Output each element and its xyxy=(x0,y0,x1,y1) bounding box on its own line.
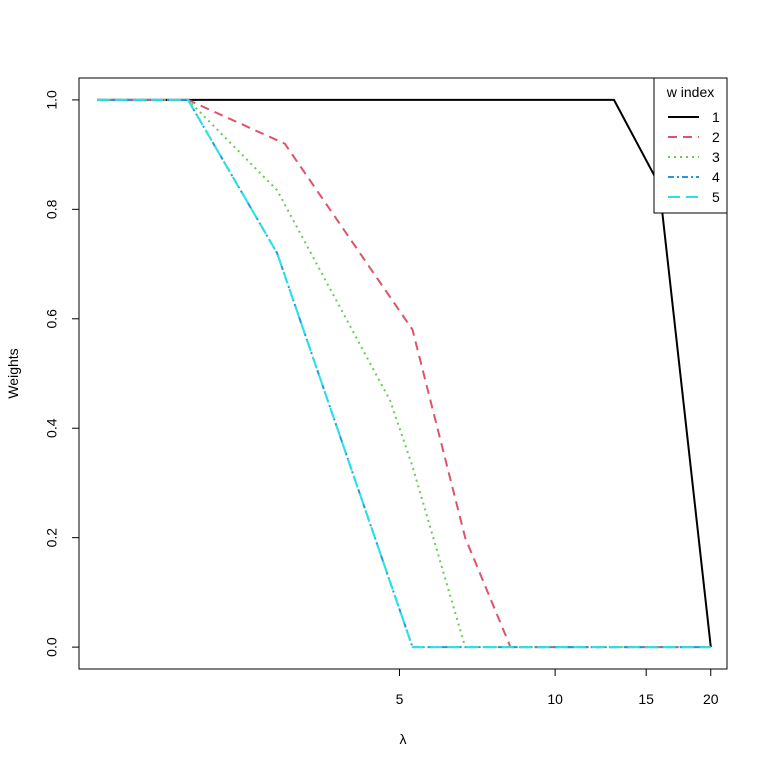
x-tick-label: 10 xyxy=(547,691,563,707)
legend-label-2: 2 xyxy=(712,129,720,145)
plot-area-frame xyxy=(78,77,728,670)
series-line-4 xyxy=(97,98,711,649)
series-line-2 xyxy=(97,98,711,649)
legend-label-3: 3 xyxy=(712,149,720,165)
x-tick-label: 20 xyxy=(703,691,719,707)
series-layer xyxy=(97,98,712,649)
y-tick-label: 0.4 xyxy=(44,418,60,438)
legend-label-5: 5 xyxy=(712,189,720,205)
x-axis: 5 10 15 20 xyxy=(396,668,719,707)
y-axis: 0.0 0.2 0.4 0.6 0.8 1.0 xyxy=(44,90,80,657)
y-axis-title: Weights xyxy=(5,348,21,398)
y-tick-label: 1.0 xyxy=(44,90,60,110)
series-line-3 xyxy=(97,98,711,649)
y-tick-label: 0.2 xyxy=(44,528,60,548)
x-tick-label: 15 xyxy=(638,691,654,707)
y-tick-label: 0.6 xyxy=(44,309,60,329)
x-tick-label: 5 xyxy=(396,691,404,707)
legend-title: w index xyxy=(666,84,714,100)
y-tick-label: 0.0 xyxy=(44,637,60,657)
legend: w index 1 2 3 4 5 xyxy=(653,77,728,214)
legend-label-4: 4 xyxy=(712,169,720,185)
x-axis-title: λ xyxy=(400,731,407,747)
y-tick-label: 0.8 xyxy=(44,199,60,219)
series-line-1 xyxy=(97,98,712,648)
series-line-5 xyxy=(97,98,711,649)
legend-box xyxy=(653,77,728,214)
legend-label-1: 1 xyxy=(712,109,720,125)
